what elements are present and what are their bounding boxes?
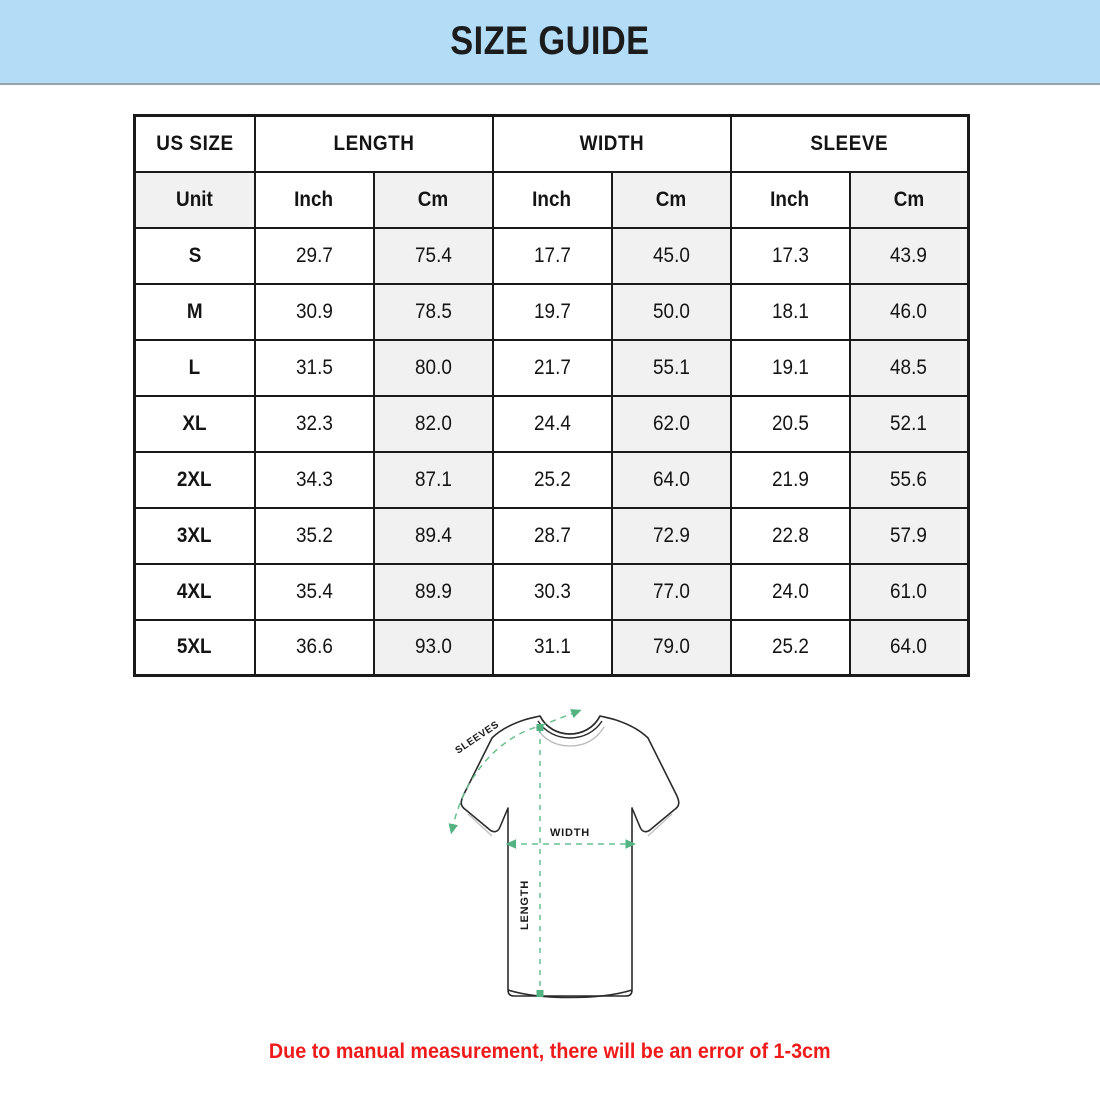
sleeves-measure-arrow [539, 709, 582, 727]
measurement-disclaimer: Due to manual measurement, there will be… [0, 1040, 1100, 1064]
cell-width-cm: 62.0 [610, 394, 732, 453]
cell-size: 3XL [133, 506, 256, 565]
table-row: M 30.9 78.5 19.7 50.0 18.1 46.0 [133, 282, 970, 341]
table-row: 4XL 35.4 89.9 30.3 77.0 24.0 61.0 [133, 562, 970, 621]
cell-size: 4XL [133, 562, 256, 621]
subheader-sleeve-inch: Inch [729, 170, 851, 229]
disclaimer-text: Due to manual measurement, there will be… [269, 1040, 831, 1063]
cell-width-inch: 31.1 [491, 618, 613, 677]
cell-length-cm: 93.0 [372, 618, 494, 677]
table-row: S 29.7 75.4 17.7 45.0 17.3 43.9 [133, 226, 970, 285]
cell-sleeve-cm: 46.0 [848, 282, 970, 341]
collar-shadow [535, 726, 605, 747]
length-bottom-marker [536, 990, 544, 997]
cell-sleeve-cm: 48.5 [848, 338, 970, 397]
size-table-container: US SIZE LENGTH WIDTH SLEEVE Unit Inch Cm… [133, 114, 971, 677]
cell-length-inch: 35.2 [253, 506, 375, 565]
cell-length-cm: 87.1 [372, 450, 494, 509]
cell-size: 5XL [133, 618, 256, 677]
cell-size: 2XL [133, 450, 256, 509]
cell-length-cm: 80.0 [372, 338, 494, 397]
cell-length-inch: 30.9 [253, 282, 375, 341]
table-sub-header-row: Unit Inch Cm Inch Cm Inch Cm [133, 170, 970, 229]
header-sleeve: SLEEVE [729, 114, 970, 173]
cell-sleeve-inch: 21.9 [729, 450, 851, 509]
cell-width-inch: 28.7 [491, 506, 613, 565]
cell-width-cm: 64.0 [610, 450, 732, 509]
cell-sleeve-inch: 25.2 [729, 618, 851, 677]
cell-sleeve-cm: 64.0 [848, 618, 970, 677]
table-row: XL 32.3 82.0 24.4 62.0 20.5 52.1 [133, 394, 970, 453]
cell-length-inch: 31.5 [253, 338, 375, 397]
cell-sleeve-cm: 43.9 [848, 226, 970, 285]
subheader-sleeve-cm: Cm [848, 170, 970, 229]
size-table-body: US SIZE LENGTH WIDTH SLEEVE Unit Inch Cm… [133, 114, 970, 677]
table-row: L 31.5 80.0 21.7 55.1 19.1 48.5 [133, 338, 970, 397]
cell-width-cm: 55.1 [610, 338, 732, 397]
table-row: 3XL 35.2 89.4 28.7 72.9 22.8 57.9 [133, 506, 970, 565]
sleeves-measure-line [448, 725, 541, 835]
cell-sleeve-cm: 61.0 [848, 562, 970, 621]
length-top-marker [536, 724, 544, 731]
page-title: SIZE GUIDE [450, 19, 650, 63]
cell-length-cm: 75.4 [372, 226, 494, 285]
cell-length-cm: 82.0 [372, 394, 494, 453]
table-row: 5XL 36.6 93.0 31.1 79.0 25.2 64.0 [133, 618, 970, 677]
cell-width-inch: 19.7 [491, 282, 613, 341]
cell-size: L [133, 338, 256, 397]
cell-sleeve-cm: 52.1 [848, 394, 970, 453]
length-label: LENGTH [519, 880, 531, 930]
header-width: WIDTH [491, 114, 732, 173]
subheader-width-cm: Cm [610, 170, 732, 229]
cell-length-inch: 32.3 [253, 394, 375, 453]
cell-sleeve-inch: 24.0 [729, 562, 851, 621]
cell-sleeve-inch: 20.5 [729, 394, 851, 453]
table-group-header-row: US SIZE LENGTH WIDTH SLEEVE [133, 114, 970, 173]
cell-length-inch: 34.3 [253, 450, 375, 509]
cell-width-cm: 79.0 [610, 618, 732, 677]
cell-sleeve-inch: 19.1 [729, 338, 851, 397]
collar-icon [537, 715, 603, 739]
subheader-length-cm: Cm [372, 170, 494, 229]
subheader-width-inch: Inch [491, 170, 613, 229]
table-row: 2XL 34.3 87.1 25.2 64.0 21.9 55.6 [133, 450, 970, 509]
cell-sleeve-inch: 17.3 [729, 226, 851, 285]
cell-size: S [133, 226, 256, 285]
cell-size: XL [133, 394, 256, 453]
cell-width-cm: 77.0 [610, 562, 732, 621]
cell-length-inch: 35.4 [253, 562, 375, 621]
tshirt-outline [460, 715, 680, 997]
size-guide-table: US SIZE LENGTH WIDTH SLEEVE Unit Inch Cm… [133, 114, 971, 677]
sleeve-cuff-lines [467, 813, 673, 837]
cell-length-cm: 89.4 [372, 506, 494, 565]
width-label: WIDTH [550, 827, 590, 839]
subheader-length-inch: Inch [253, 170, 375, 229]
cell-length-cm: 89.9 [372, 562, 494, 621]
header-length: LENGTH [253, 114, 494, 173]
cell-width-inch: 17.7 [491, 226, 613, 285]
cell-width-inch: 25.2 [491, 450, 613, 509]
cell-sleeve-cm: 57.9 [848, 506, 970, 565]
cell-length-inch: 29.7 [253, 226, 375, 285]
cell-length-inch: 36.6 [253, 618, 375, 677]
tshirt-measurement-diagram: SLEEVES WIDTH LENGTH [0, 690, 1100, 1020]
cell-width-cm: 72.9 [610, 506, 732, 565]
cell-width-inch: 24.4 [491, 394, 613, 453]
tshirt-hem [507, 989, 633, 999]
cell-width-cm: 45.0 [610, 226, 732, 285]
cell-width-cm: 50.0 [610, 282, 732, 341]
size-guide-banner: SIZE GUIDE [0, 0, 1100, 85]
cell-sleeve-inch: 18.1 [729, 282, 851, 341]
cell-size: M [133, 282, 256, 341]
tshirt-diagram-svg: SLEEVES WIDTH LENGTH [448, 709, 680, 999]
subheader-unit: Unit [133, 170, 256, 229]
cell-width-inch: 21.7 [491, 338, 613, 397]
cell-length-cm: 78.5 [372, 282, 494, 341]
cell-sleeve-cm: 55.6 [848, 450, 970, 509]
cell-width-inch: 30.3 [491, 562, 613, 621]
header-us-size: US SIZE [133, 114, 256, 173]
cell-sleeve-inch: 22.8 [729, 506, 851, 565]
